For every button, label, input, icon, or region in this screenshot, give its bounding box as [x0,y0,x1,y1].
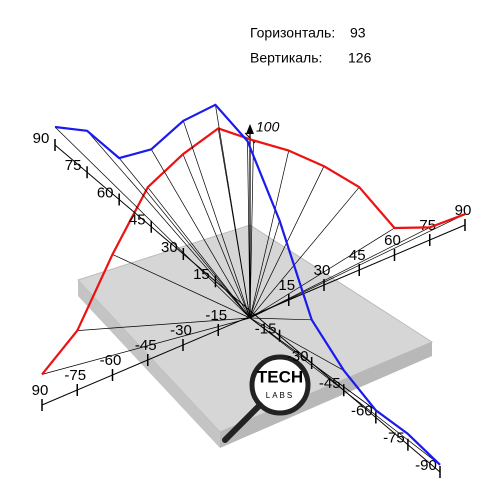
spoke [249,227,430,319]
spoke [118,157,251,319]
spoke [249,220,280,319]
angle-tick-label: -75 [64,367,86,384]
angle-tick-label: -90 [415,457,437,474]
spoke [247,141,251,319]
spoke [77,317,251,331]
header-label: Вертикаль: [250,50,322,66]
spoke [150,149,251,319]
spoke [183,120,251,319]
angle-tick-label: -45 [319,375,341,392]
angle-tick-label: 30 [161,239,178,256]
z-tick-label: 100 [256,119,280,135]
angle-tick-label: -30 [287,348,309,365]
intensity-curve [41,127,466,376]
spoke [249,150,290,319]
angle-tick-label: 60 [384,232,401,249]
angle-tick-label: -60 [100,352,122,369]
spoke [41,317,251,375]
spoke [249,140,254,319]
logo-text: TECH [257,367,303,386]
angle-tick-label: 75 [419,217,436,234]
angle-tick-label: -60 [351,402,373,419]
spoke [249,213,466,319]
spoke [112,254,251,319]
logo-text: LABS [266,391,294,400]
spoke [86,130,251,319]
angle-tick-label: 90 [32,382,49,399]
spoke [249,317,344,371]
angle-tick-label: 45 [349,247,366,264]
header-value: 126 [348,50,372,66]
angle-tick-label: 60 [97,184,114,201]
angle-tick-label: -30 [170,322,192,339]
angle-tick-label: -45 [135,337,157,354]
spoke [249,317,441,466]
angle-tick-label: 90 [455,202,472,219]
z-arrow [246,124,254,134]
header-label: Горизонталь: [250,25,335,41]
spoke [249,227,395,319]
angle-tick-label: 30 [314,262,331,279]
spoke [215,104,251,319]
header-value: 93 [350,25,366,41]
angle-tick-label: 45 [129,212,146,229]
angle-tick-label: 90 [33,130,50,147]
spoke [249,317,312,321]
angle-tick-label: 75 [65,157,82,174]
spoke [54,126,251,319]
spoke [249,186,360,319]
angle-tick-label: -15 [205,307,227,324]
angle-tick-label: -75 [383,430,405,447]
angle-tick-label: 15 [278,277,295,294]
spoke [182,154,251,319]
watermark: TECH LABS [77,224,434,448]
angle-tick-label: 15 [193,266,210,283]
intensity-curve [54,103,441,466]
